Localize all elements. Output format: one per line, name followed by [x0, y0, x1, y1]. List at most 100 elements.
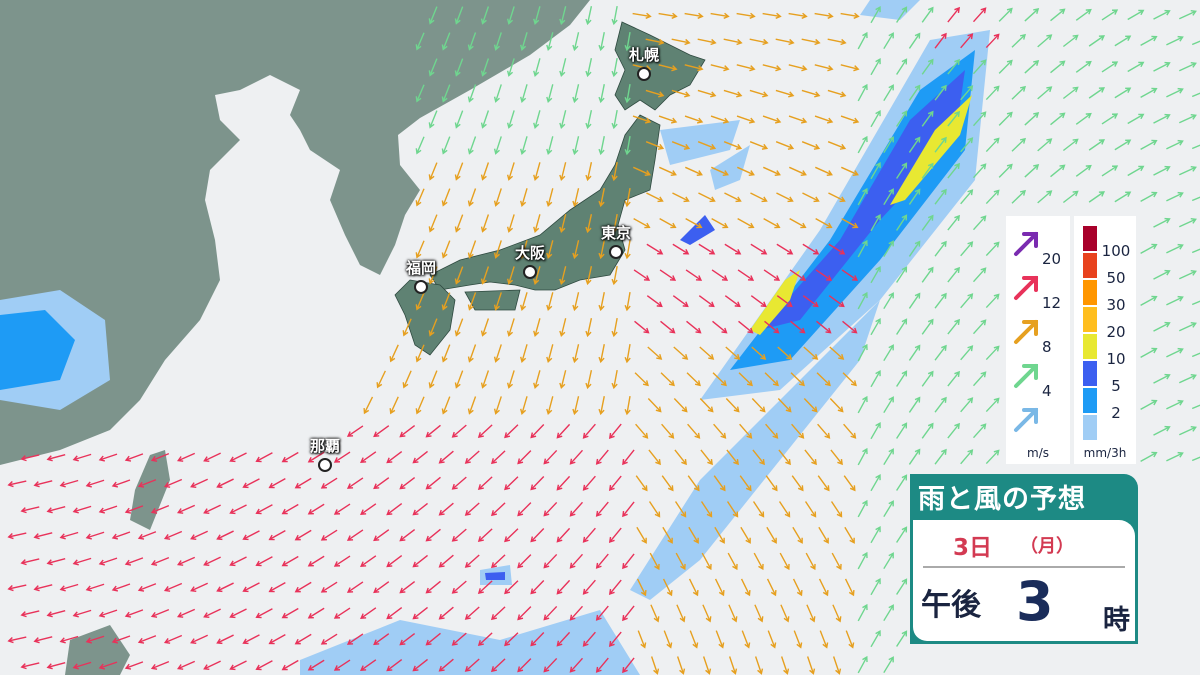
wind-arrow	[635, 475, 648, 492]
wind-arrow	[765, 423, 779, 439]
wind-legend-value: 4	[1042, 382, 1052, 400]
wind-arrow	[1024, 8, 1040, 22]
city-sapporo[interactable]: 札幌	[629, 44, 659, 81]
wind-arrow	[671, 38, 691, 46]
wind-arrow	[477, 528, 493, 542]
wind-arrow	[1153, 269, 1171, 280]
wind-arrow	[598, 84, 605, 104]
wind-arrow	[802, 295, 819, 308]
wind-arrow	[698, 192, 716, 203]
wind-arrow	[307, 503, 325, 515]
wind-arrow	[671, 141, 691, 150]
wind-arrow	[947, 318, 960, 335]
wind-arrow	[98, 557, 118, 566]
wind-arrow	[1101, 165, 1119, 177]
wind-arrow	[7, 532, 27, 540]
wind-arrow	[788, 115, 808, 124]
wind-arrow	[428, 214, 438, 233]
wind-arrow	[98, 661, 118, 670]
wind-arrow	[595, 501, 609, 517]
wind-arrow	[1140, 191, 1158, 202]
wind-arrow	[493, 344, 502, 363]
wind-arrow	[817, 423, 831, 439]
wind-arrow	[883, 448, 894, 466]
wind-arrow	[546, 188, 554, 208]
wind-arrow	[572, 396, 580, 416]
wind-arrow	[676, 656, 686, 675]
wind-arrow	[46, 505, 66, 514]
wind-arrow	[832, 604, 842, 623]
wind-arrow	[658, 64, 678, 72]
wind-arrow	[504, 476, 519, 491]
wind-arrow	[726, 449, 739, 466]
city-naha[interactable]: 那覇	[310, 435, 340, 472]
wind-arrow	[857, 291, 868, 310]
wind-arrow	[520, 396, 528, 415]
wind-arrow	[412, 450, 428, 464]
wind-arrow	[530, 632, 545, 647]
wind-arrow	[660, 320, 676, 334]
wind-arrow	[20, 454, 40, 462]
wind-legend-arrow-icon	[1014, 232, 1038, 256]
wind-arrow	[520, 292, 528, 311]
wind-arrow	[20, 610, 40, 618]
wind-arrow	[46, 661, 66, 670]
wind-arrow	[985, 33, 1000, 49]
wind-arrow	[506, 214, 515, 233]
wind-arrow	[960, 137, 974, 153]
wind-arrow	[636, 526, 647, 544]
wind-arrow	[624, 32, 631, 52]
wind-arrow	[687, 475, 700, 492]
wind-arrow	[840, 115, 860, 124]
wind-arrow	[386, 607, 403, 620]
wind-arrow	[896, 110, 908, 127]
wind-arrow	[766, 578, 777, 597]
wind-arrow	[203, 504, 221, 515]
wind-arrow	[441, 344, 451, 363]
wind-arrow	[376, 370, 387, 389]
wind-arrow	[360, 555, 377, 567]
wind-arrow	[883, 188, 894, 206]
wind-arrow	[662, 578, 673, 597]
wind-arrow	[661, 475, 674, 492]
wind-arrow	[1114, 139, 1132, 151]
wind-arrow	[726, 501, 739, 518]
wind-arrow	[1140, 399, 1158, 410]
wind-arrow	[1153, 113, 1171, 124]
wind-arrow	[72, 609, 92, 618]
wind-arrow	[373, 581, 390, 594]
wind-arrow	[572, 84, 580, 104]
wind-arrow	[454, 214, 464, 233]
wind-arrow	[585, 266, 593, 286]
wind-arrow	[675, 552, 686, 571]
wind-arrow	[59, 635, 79, 644]
wind-arrow	[611, 58, 618, 78]
city-tokyo[interactable]: 東京	[601, 222, 631, 259]
wind-arrow	[715, 630, 725, 649]
wind-arrow	[176, 660, 196, 670]
wind-arrow	[829, 397, 844, 413]
wind-arrow	[585, 58, 593, 78]
wind-arrow	[688, 578, 699, 597]
wind-arrow	[817, 475, 830, 492]
wind-arrow	[490, 606, 506, 621]
wind-arrow	[827, 89, 847, 98]
wind-arrow	[608, 631, 622, 648]
wind-arrow	[72, 661, 92, 670]
wind-arrow	[386, 555, 403, 568]
wind-arrow	[569, 605, 584, 621]
wind-arrow	[788, 64, 808, 72]
rain-legend-value: 10	[1106, 350, 1126, 368]
city-fukuoka[interactable]: 福岡	[406, 257, 436, 294]
rain-legend-swatch	[1083, 226, 1097, 251]
wind-arrow	[960, 449, 974, 465]
wind-arrow	[33, 584, 53, 592]
wind-arrow	[650, 656, 660, 675]
wind-arrow	[572, 240, 580, 260]
wind-arrow	[346, 529, 364, 541]
city-osaka[interactable]: 大阪	[515, 242, 545, 279]
wind-arrow	[598, 240, 605, 260]
wind-arrow	[203, 452, 221, 463]
wind-arrow	[896, 422, 908, 439]
